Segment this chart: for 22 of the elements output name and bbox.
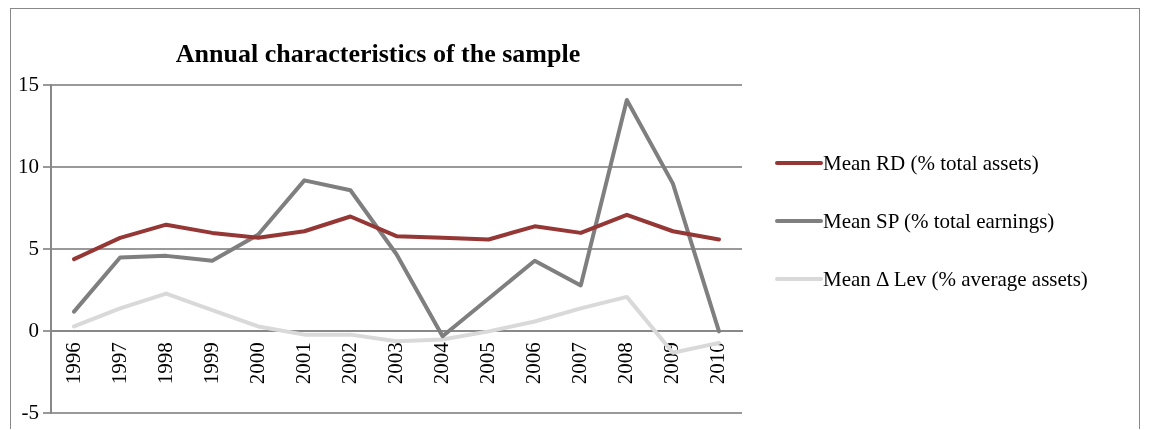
- legend-label: Mean SP (% total earnings): [823, 208, 1056, 234]
- x-tick-label: 2006: [521, 342, 546, 385]
- y-tick-label: 10: [18, 153, 39, 178]
- x-tick-label: 1998: [152, 342, 177, 385]
- x-tick-label: 1996: [60, 342, 85, 385]
- x-tick-label: 2000: [244, 342, 269, 385]
- y-tick-label: 5: [28, 235, 39, 260]
- x-tick-label: 2001: [290, 342, 315, 385]
- x-tick-label: 2003: [383, 342, 408, 385]
- x-tick-label: 2008: [613, 342, 638, 385]
- x-tick-label: 2007: [567, 342, 592, 385]
- legend-label: Mean Δ Lev (% average assets): [823, 266, 1089, 292]
- x-tick-label: 1999: [198, 342, 223, 385]
- x-tick-label: 1997: [106, 342, 131, 385]
- x-tick-label: 2004: [429, 341, 454, 385]
- chart-title: Annual characteristics of the sample: [175, 39, 581, 69]
- x-tick-label: 2002: [336, 342, 361, 385]
- x-tick-label: 2005: [475, 342, 500, 385]
- y-tick-label: 0: [28, 317, 39, 342]
- y-tick-label: 15: [18, 71, 39, 96]
- legend-label: Mean RD (% total assets): [823, 150, 1040, 176]
- y-tick-label: -5: [21, 399, 39, 424]
